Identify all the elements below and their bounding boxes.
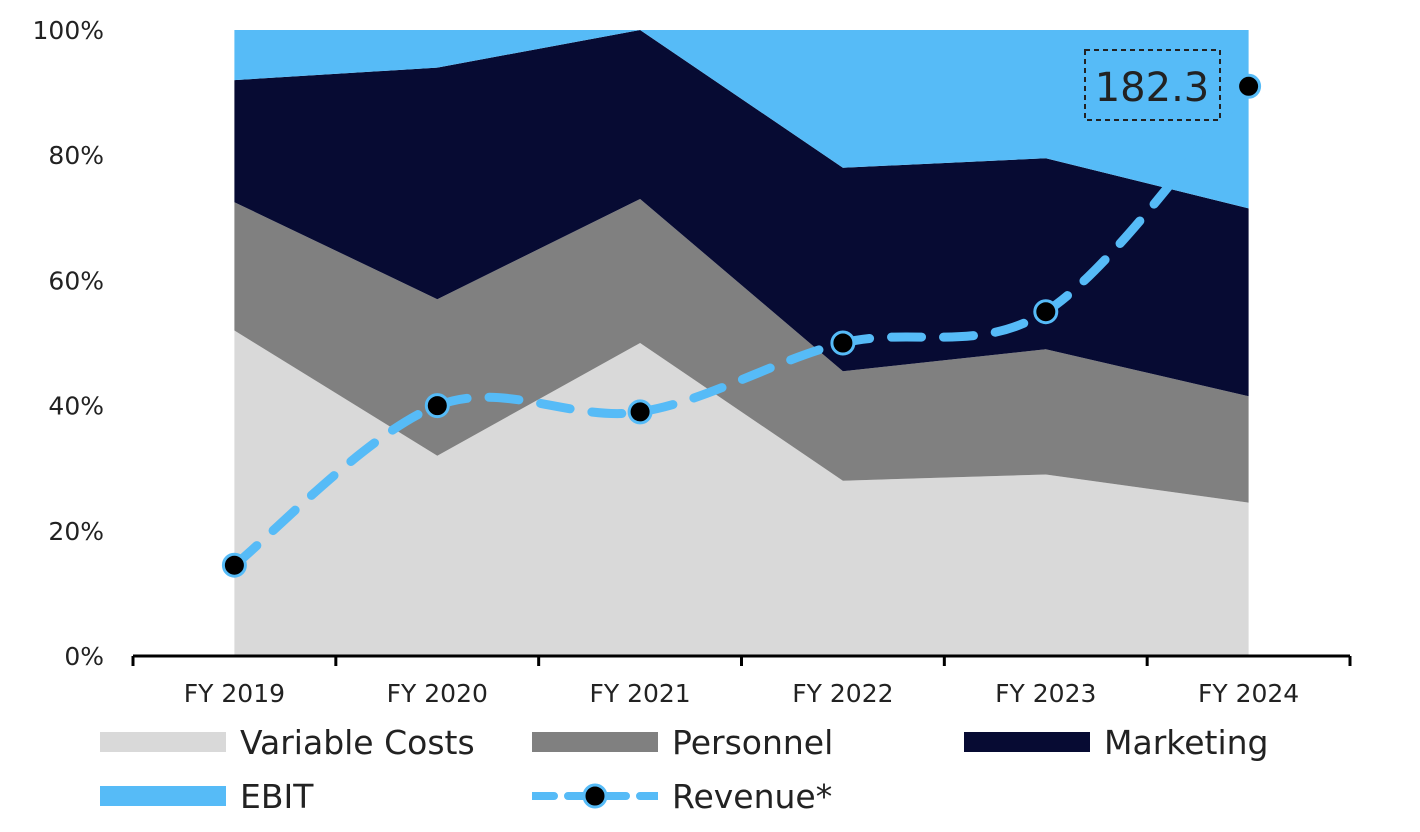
x-axis: FY 2019 FY 2020 FY 2021 FY 2022 FY 2023 FY 20… <box>131 654 1352 708</box>
x-tick-label: FY 2023 <box>995 679 1096 708</box>
legend-item-ebit: EBIT <box>100 774 313 818</box>
legend-swatch-personnel <box>532 732 658 752</box>
legend-item-revenue: Revenue* <box>532 774 832 818</box>
area-marketing <box>234 30 1249 397</box>
area-variable-costs <box>234 330 1249 656</box>
legend-swatch-variable-costs <box>100 732 226 752</box>
legend-line-key-revenue <box>532 783 658 809</box>
stacked-areas <box>234 30 1249 656</box>
revenue-point <box>1033 299 1059 325</box>
y-tick-label: 40% <box>48 392 104 421</box>
legend-label-variable-costs: Variable Costs <box>240 722 475 762</box>
legend-label-ebit: EBIT <box>240 776 314 816</box>
callout-label: 182.3 <box>1095 65 1210 111</box>
x-tick-label: FY 2021 <box>589 679 690 708</box>
y-tick-label: 20% <box>48 517 104 546</box>
revenue-line <box>229 81 1254 570</box>
legend: Variable Costs Personnel Marketing EBIT … <box>0 712 1420 832</box>
value-callout: 182.3 <box>1084 49 1221 121</box>
area-ebit <box>234 30 1249 209</box>
y-axis-ticks: 0% 20% 40% 60% 80% 100% <box>33 16 104 671</box>
legend-item-variable-costs: Variable Costs <box>100 720 475 764</box>
revenue-point <box>627 399 653 425</box>
revenue-point <box>830 330 856 356</box>
x-tick-label: FY 2020 <box>387 679 488 708</box>
legend-item-marketing: Marketing <box>964 720 1268 764</box>
x-tick-label: FY 2019 <box>184 679 285 708</box>
x-tick-label: FY 2024 <box>1198 679 1299 708</box>
callout-box <box>1084 49 1221 121</box>
legend-label-revenue: Revenue* <box>672 776 833 816</box>
legend-swatch-marketing <box>964 732 1090 752</box>
y-tick-label: 0% <box>64 642 104 671</box>
legend-swatch-ebit <box>100 786 226 806</box>
revenue-point <box>221 552 247 578</box>
revenue-point <box>1236 73 1262 99</box>
area-personnel <box>234 199 1249 503</box>
y-tick-label: 100% <box>33 16 104 45</box>
chart: 0% 20% 40% 60% 80% 100% FY 2019 FY 2020 FY 2021… <box>33 16 1352 708</box>
y-tick-label: 80% <box>48 141 104 170</box>
x-tick-label: FY 2022 <box>792 679 893 708</box>
revenue-point <box>424 393 450 419</box>
legend-item-personnel: Personnel <box>532 720 833 764</box>
revenue-line-group <box>221 73 1262 578</box>
legend-label-personnel: Personnel <box>672 722 834 762</box>
legend-label-marketing: Marketing <box>1104 722 1269 762</box>
y-tick-label: 60% <box>48 266 104 295</box>
